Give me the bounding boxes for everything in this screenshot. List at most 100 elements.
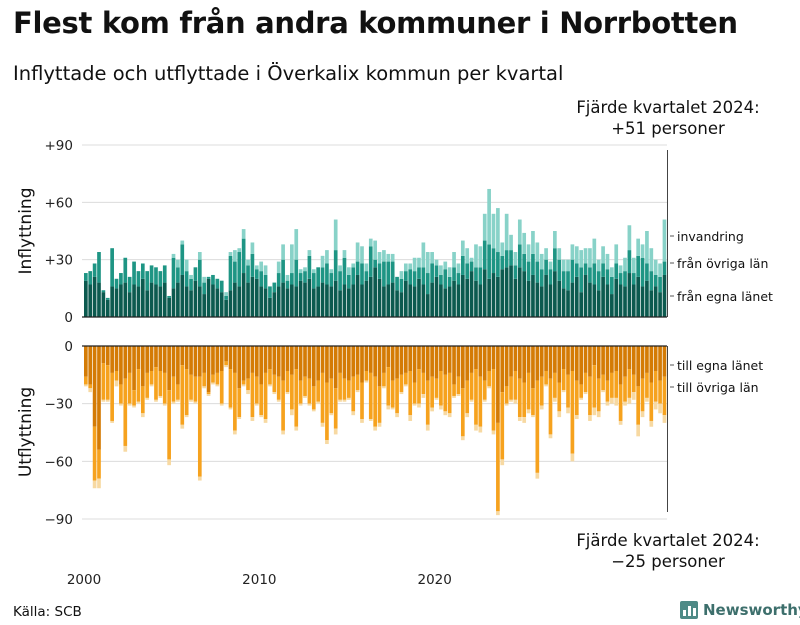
bar-out xyxy=(272,374,277,393)
bar-out xyxy=(452,346,456,385)
bar-out xyxy=(154,367,158,400)
bar-in xyxy=(425,273,430,295)
bar-in xyxy=(548,269,553,285)
bar-in xyxy=(237,252,242,287)
bar-in xyxy=(246,265,250,283)
bar-out xyxy=(294,426,299,431)
bar-in xyxy=(254,269,259,279)
bar-in xyxy=(531,231,535,254)
bar-out xyxy=(417,369,421,404)
bar-in xyxy=(522,271,527,317)
bar-in xyxy=(583,263,588,275)
bar-in xyxy=(631,284,636,317)
bar-in xyxy=(140,278,145,317)
bar-in xyxy=(408,263,413,270)
bar-out xyxy=(219,403,224,406)
bar-out xyxy=(114,346,119,371)
bar-out xyxy=(583,346,588,373)
bar-in xyxy=(303,267,307,272)
bar-in xyxy=(658,276,662,293)
bar-in xyxy=(368,238,373,247)
bar-in xyxy=(557,280,562,317)
bar-in xyxy=(653,259,658,275)
bar-out xyxy=(539,405,544,410)
bar-out xyxy=(263,346,268,373)
bar-in xyxy=(386,253,391,262)
legend-label-in: från egna länet xyxy=(677,289,773,304)
bar-in xyxy=(342,284,347,317)
bar-in xyxy=(509,234,513,251)
bar-out xyxy=(662,376,667,416)
bar-out xyxy=(360,419,364,423)
bar-in xyxy=(158,271,163,287)
bar-in xyxy=(263,288,268,317)
bar-out xyxy=(631,374,636,393)
bar-in xyxy=(574,263,579,277)
bar-out xyxy=(496,511,500,516)
bar-out xyxy=(386,346,391,368)
bar-in xyxy=(482,213,487,241)
bar-in xyxy=(601,276,605,317)
bar-out xyxy=(465,413,470,418)
bar-out xyxy=(658,346,662,381)
bar-out xyxy=(566,374,570,408)
bar-out xyxy=(469,372,474,400)
bar-in xyxy=(592,238,597,264)
bar-in xyxy=(184,271,189,287)
bar-in xyxy=(649,290,654,317)
bar-out xyxy=(487,346,491,371)
bar-in xyxy=(259,271,264,287)
bar-in xyxy=(351,267,356,285)
bar-out xyxy=(645,397,649,402)
bar-out xyxy=(544,384,548,387)
bar-out xyxy=(123,445,128,452)
bar-out xyxy=(434,378,439,398)
bar-out xyxy=(110,372,114,421)
bar-out xyxy=(605,380,610,402)
bar-out xyxy=(557,346,562,383)
bar-out xyxy=(658,380,662,404)
bar-out xyxy=(290,409,294,416)
bar-out xyxy=(92,346,97,427)
bar-in xyxy=(276,273,281,287)
bar-in xyxy=(228,252,233,256)
newsworthy-logo[interactable]: Newsworthy xyxy=(680,601,800,619)
bar-out xyxy=(504,403,509,406)
bar-out xyxy=(605,401,610,406)
legend-label-out: till övriga län xyxy=(677,380,759,395)
bar-in xyxy=(92,276,97,317)
bar-out xyxy=(84,376,88,385)
bar-in xyxy=(443,261,448,270)
bar-in xyxy=(325,263,329,285)
bar-in xyxy=(373,240,377,260)
bar-in xyxy=(649,271,654,291)
bar-out xyxy=(246,378,250,391)
bar-out xyxy=(320,346,325,373)
bar-in xyxy=(132,261,136,285)
bar-out xyxy=(649,382,654,421)
bar-in xyxy=(338,271,342,291)
bar-in xyxy=(658,263,662,277)
bar-out xyxy=(276,399,281,402)
bar-out xyxy=(184,346,189,370)
bar-out xyxy=(570,370,575,454)
bar-out xyxy=(566,407,570,414)
bar-out xyxy=(171,346,176,377)
bar-in xyxy=(596,271,601,291)
bar-in xyxy=(596,290,601,317)
bar-out xyxy=(364,370,369,381)
bar-out xyxy=(149,370,154,385)
bar-out xyxy=(377,422,382,427)
bar-out xyxy=(158,370,163,396)
bar-in xyxy=(465,248,470,264)
bar-out xyxy=(329,378,334,414)
bar-in xyxy=(574,276,579,317)
bar-in xyxy=(180,244,185,275)
bar-out xyxy=(294,346,299,370)
bar-in xyxy=(627,225,632,251)
bar-in xyxy=(491,273,496,317)
bar-in xyxy=(320,282,325,317)
bar-out xyxy=(412,346,417,383)
y-axis-title-out: Utflyttning xyxy=(16,387,36,477)
bar-out xyxy=(601,390,605,393)
